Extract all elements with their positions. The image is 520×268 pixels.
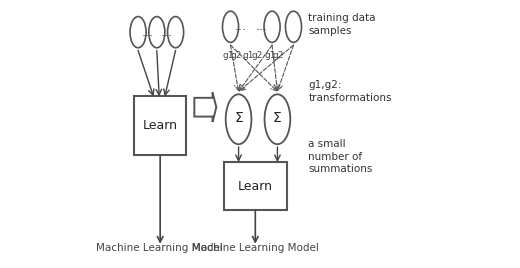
Ellipse shape	[223, 11, 239, 42]
Text: $\Sigma$: $\Sigma$	[233, 111, 243, 125]
Ellipse shape	[130, 17, 146, 48]
Bar	[134, 96, 186, 155]
Text: ...: ...	[235, 20, 246, 33]
Text: g2: g2	[251, 51, 263, 60]
Ellipse shape	[149, 17, 165, 48]
Ellipse shape	[264, 11, 280, 42]
Text: g1: g1	[243, 51, 254, 60]
Text: g1: g1	[265, 51, 276, 60]
Ellipse shape	[167, 17, 184, 48]
Text: ...: ...	[160, 26, 172, 39]
Text: $\Sigma$: $\Sigma$	[272, 111, 282, 125]
Text: ...: ...	[255, 20, 267, 33]
Ellipse shape	[285, 11, 302, 42]
Text: a small
number of
summations: a small number of summations	[308, 139, 373, 174]
Text: Machine Learning Model: Machine Learning Model	[192, 243, 319, 253]
Text: Machine Learning Model: Machine Learning Model	[96, 243, 223, 253]
Ellipse shape	[265, 94, 290, 144]
FancyArrow shape	[194, 92, 216, 122]
Text: g2: g2	[272, 51, 284, 60]
Text: g2: g2	[231, 51, 242, 60]
Ellipse shape	[226, 94, 252, 144]
Text: g1,g2:
transformations: g1,g2: transformations	[308, 80, 392, 103]
Text: Learn: Learn	[238, 180, 273, 193]
Bar	[224, 162, 287, 210]
Text: ...: ...	[141, 26, 153, 39]
Text: Learn: Learn	[142, 120, 178, 132]
Text: training data
samples: training data samples	[308, 13, 376, 36]
Text: g1: g1	[223, 51, 235, 60]
